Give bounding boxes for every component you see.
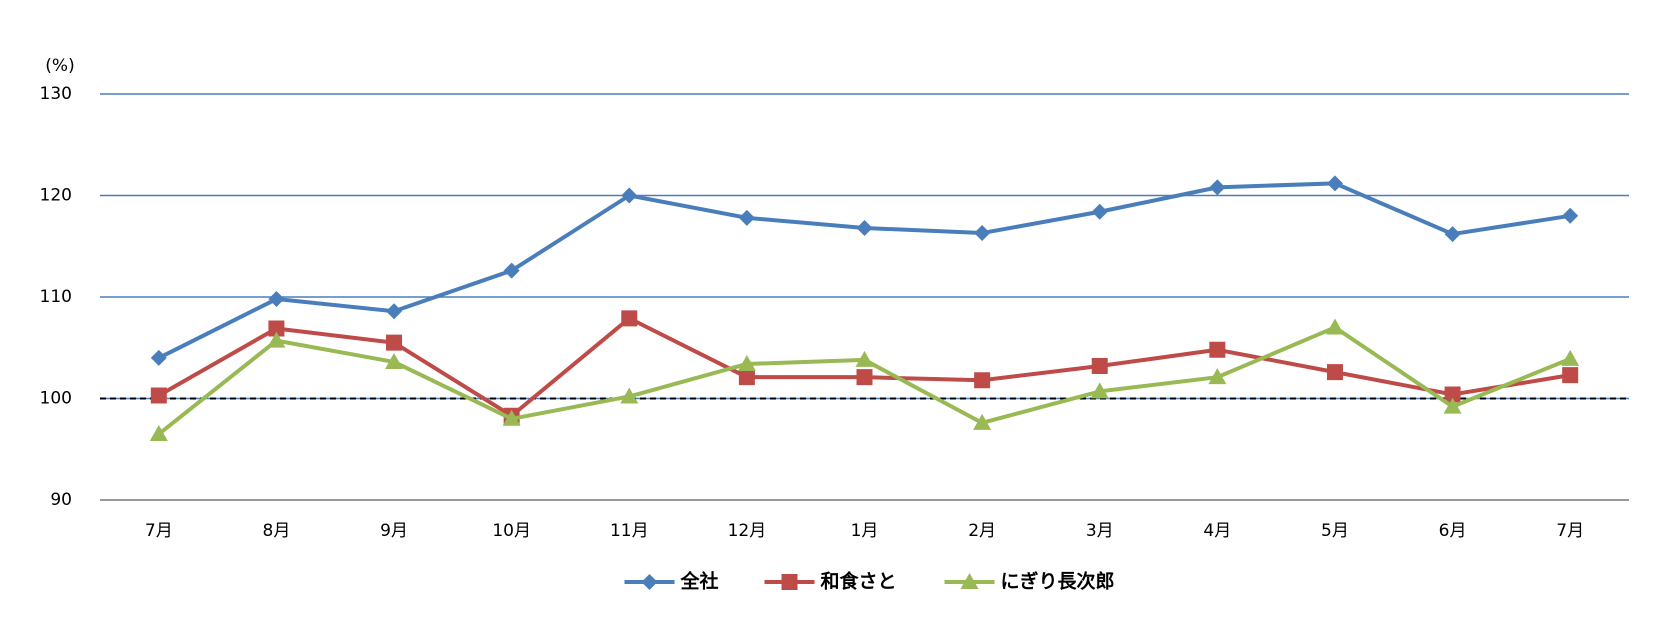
data-point [502, 409, 521, 426]
legend-marker [641, 574, 658, 590]
x-tick-label: 11月 [610, 521, 649, 541]
legend-label: にぎり長次郎 [1001, 570, 1115, 593]
y-tick-label: 130 [40, 84, 72, 104]
data-point [974, 372, 991, 389]
y-tick-label: 90 [50, 490, 72, 510]
data-point [856, 219, 873, 236]
data-point [620, 387, 639, 404]
data-point [1444, 386, 1461, 403]
data-point [150, 349, 167, 366]
x-tick-label: 6月 [1439, 521, 1467, 541]
data-point [1091, 203, 1108, 220]
data-point [150, 387, 167, 404]
data-point [386, 334, 403, 351]
data-point [1326, 364, 1343, 381]
y-tick-label: 110 [40, 287, 72, 307]
data-point [738, 209, 755, 226]
data-point [1561, 349, 1580, 366]
x-tick-label: 9月 [380, 521, 408, 541]
x-tick-label: 2月 [968, 521, 996, 541]
x-tick-label: 4月 [1203, 521, 1231, 541]
data-point [503, 262, 520, 279]
data-point [621, 187, 638, 204]
x-tick-label: 7月 [145, 521, 173, 541]
y-tick-label: 120 [40, 186, 72, 206]
legend-label: 全社 [680, 570, 719, 593]
y-unit: (%) [45, 56, 74, 76]
legend: 全社 和食さと にぎり長次郎 [624, 570, 1115, 593]
x-tick-label: 10月 [492, 521, 531, 541]
data-point [149, 425, 168, 442]
data-point [737, 354, 756, 371]
x-tick-label: 5月 [1321, 521, 1349, 541]
legend-marker [960, 573, 979, 589]
x-tick-label: 8月 [263, 521, 291, 541]
data-point [1209, 341, 1226, 358]
data-point [386, 303, 403, 320]
data-point [856, 369, 873, 386]
data-point [1326, 175, 1343, 192]
data-point [621, 310, 638, 327]
data-point [1090, 382, 1109, 399]
data-point [855, 350, 874, 367]
x-tick-label: 12月 [728, 521, 767, 541]
series-line [157, 181, 1571, 360]
x-tick-label: 7月 [1556, 521, 1584, 541]
data-point [738, 369, 755, 386]
data-point [1562, 367, 1579, 384]
data-point [973, 413, 992, 430]
legend-label: 和食さと [821, 570, 897, 593]
data-point [1209, 179, 1226, 196]
data-point [1091, 358, 1108, 375]
y-tick-label: 100 [40, 389, 72, 409]
series-line [157, 316, 1571, 418]
data-point [1208, 368, 1227, 385]
data-point [267, 331, 286, 348]
data-point [1443, 397, 1462, 414]
x-tick-label: 1月 [851, 521, 879, 541]
data-point [1444, 226, 1461, 243]
data-point [1325, 318, 1344, 335]
data-point [268, 320, 285, 337]
data-point [268, 291, 285, 308]
data-point [1562, 207, 1579, 224]
x-tick-label: 3月 [1086, 521, 1114, 541]
data-point [974, 225, 991, 242]
legend-marker [781, 574, 798, 590]
data-point [385, 352, 404, 369]
